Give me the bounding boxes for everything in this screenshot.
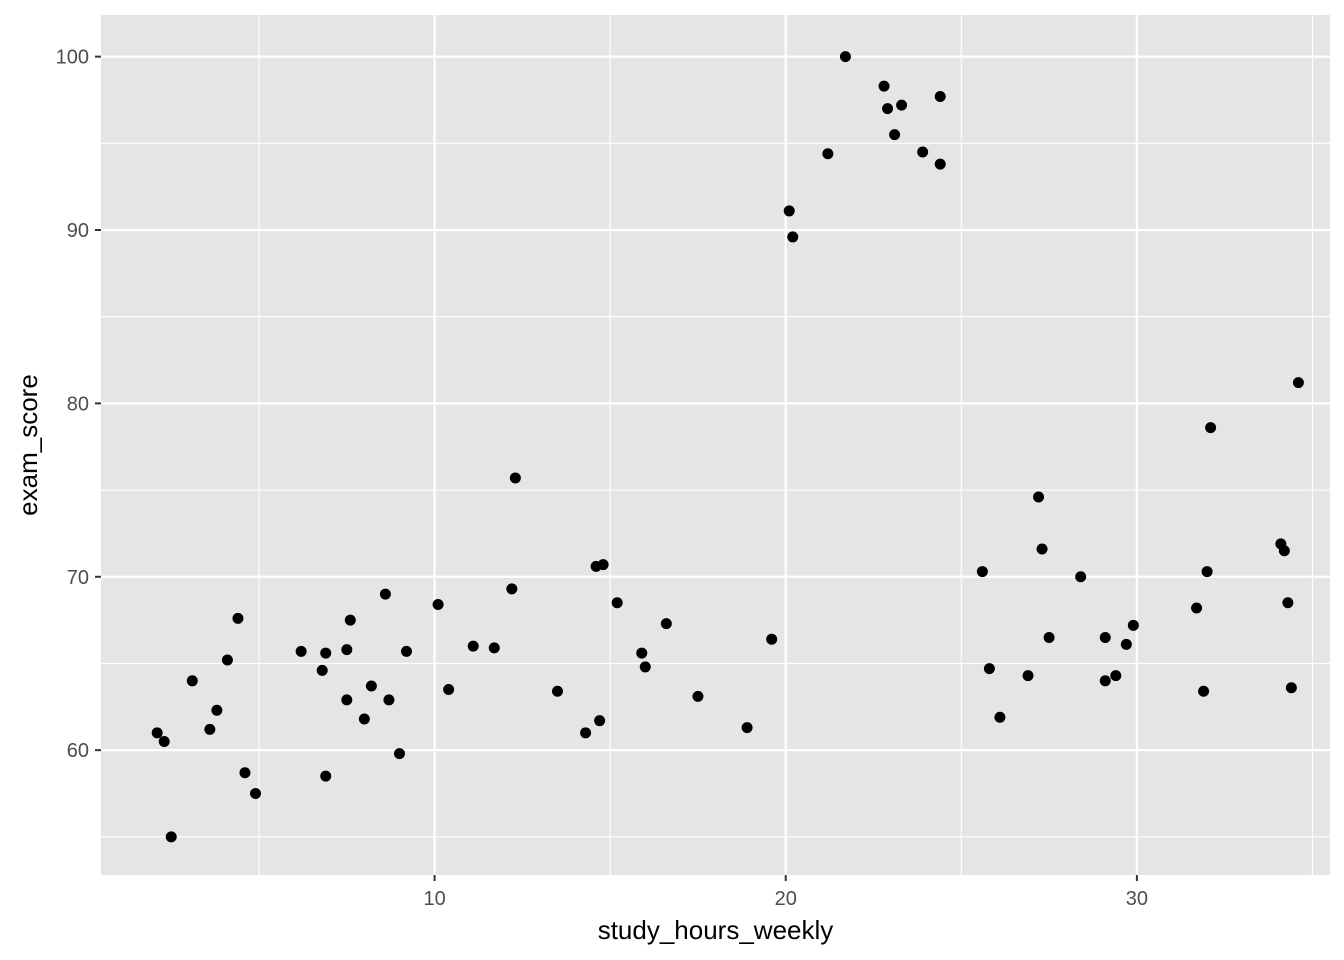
data-point — [320, 647, 332, 659]
data-points — [151, 51, 1304, 843]
y-axis-title: exam_score — [13, 374, 43, 516]
data-point — [506, 583, 518, 595]
data-point — [1110, 670, 1122, 682]
major-gridlines — [101, 15, 1330, 875]
minor-gridlines — [101, 15, 1330, 875]
data-point — [839, 51, 851, 63]
data-point — [221, 654, 233, 666]
data-point — [741, 722, 753, 734]
data-point — [597, 559, 609, 571]
data-point — [295, 645, 307, 657]
x-tick-label: 10 — [423, 888, 445, 910]
data-point — [341, 644, 353, 656]
data-point — [1033, 491, 1045, 503]
data-point — [1043, 631, 1055, 643]
data-point — [204, 723, 216, 735]
data-point — [358, 713, 370, 725]
data-point — [1278, 545, 1290, 557]
data-point — [165, 831, 177, 843]
y-tick-label: 70 — [67, 567, 89, 589]
data-point — [896, 99, 908, 111]
data-point — [787, 231, 799, 243]
data-point — [443, 683, 455, 695]
x-tick-label: 30 — [1126, 888, 1148, 910]
data-point — [383, 694, 395, 706]
data-point — [1201, 566, 1213, 578]
data-point — [379, 588, 391, 600]
data-point — [211, 704, 223, 716]
data-point — [1075, 571, 1087, 583]
data-point — [639, 661, 651, 673]
data-point — [400, 645, 412, 657]
y-tick-label: 90 — [67, 220, 89, 242]
data-point — [316, 664, 328, 676]
data-point — [580, 727, 592, 739]
data-point — [393, 748, 405, 760]
data-point — [882, 103, 894, 115]
data-point — [1127, 619, 1139, 631]
data-point — [889, 129, 901, 141]
data-point — [917, 146, 929, 158]
data-point — [1285, 682, 1297, 694]
data-point — [320, 770, 332, 782]
data-point — [660, 618, 672, 630]
y-tick-label: 60 — [67, 740, 89, 762]
data-point — [509, 472, 521, 484]
data-point — [594, 715, 606, 727]
data-point — [186, 675, 198, 687]
x-axis-title: study_hours_weekly — [598, 915, 834, 945]
data-point — [636, 647, 648, 659]
data-point — [692, 690, 704, 702]
data-point — [822, 148, 834, 160]
data-point — [934, 90, 946, 102]
data-point — [1292, 377, 1304, 389]
data-point — [1099, 675, 1111, 687]
y-axis-ticks: 60 70 80 90 100 — [56, 47, 101, 762]
data-point — [976, 566, 988, 578]
data-point — [341, 694, 353, 706]
data-point — [158, 735, 170, 747]
data-point — [151, 727, 163, 739]
data-point — [365, 680, 377, 692]
x-axis-ticks: 10 20 30 — [423, 875, 1148, 910]
data-point — [488, 642, 500, 654]
data-point — [1120, 638, 1132, 650]
data-point — [432, 599, 444, 611]
data-point — [1191, 602, 1203, 614]
data-point — [1205, 422, 1217, 434]
data-point — [1282, 597, 1294, 609]
data-point — [1022, 670, 1034, 682]
y-tick-label: 100 — [56, 47, 89, 69]
data-point — [1099, 631, 1111, 643]
data-point — [239, 767, 251, 779]
data-point — [878, 80, 890, 92]
data-point — [551, 685, 563, 697]
data-point — [1198, 685, 1210, 697]
plot-panel — [101, 15, 1330, 875]
data-point — [467, 640, 479, 652]
data-point — [994, 711, 1006, 723]
data-point — [344, 614, 356, 626]
data-point — [611, 597, 623, 609]
data-point — [1036, 543, 1048, 555]
data-point — [934, 158, 946, 170]
data-point — [766, 633, 778, 645]
x-tick-label: 20 — [775, 888, 797, 910]
data-point — [983, 663, 995, 675]
data-point — [783, 205, 795, 217]
data-point — [232, 612, 244, 624]
y-tick-label: 80 — [67, 393, 89, 415]
data-point — [250, 788, 262, 800]
